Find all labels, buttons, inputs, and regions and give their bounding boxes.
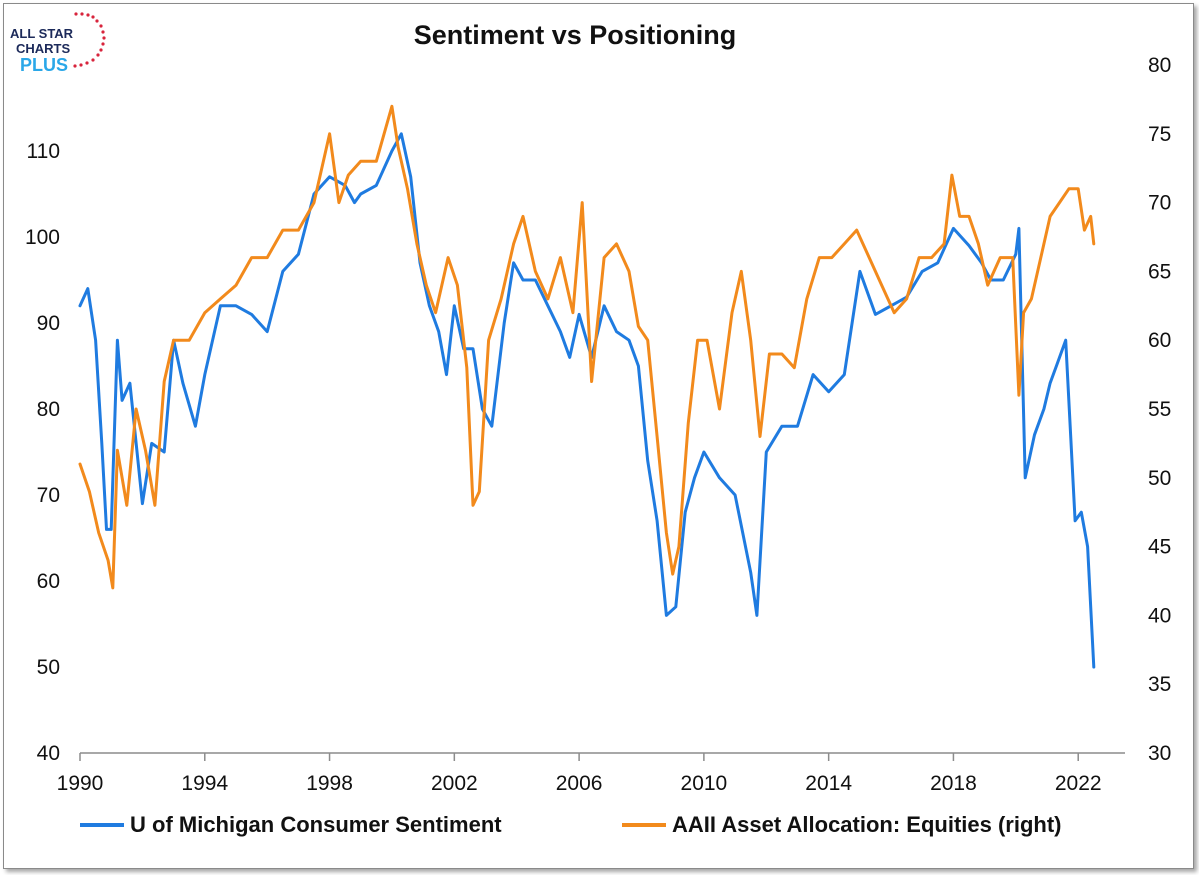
y-right-tick-label: 55	[1148, 398, 1171, 421]
logo-line3: PLUS	[20, 55, 68, 75]
chart-title: Sentiment vs Positioning	[413, 20, 737, 50]
x-tick-label: 1998	[306, 772, 353, 795]
y-right-tick-label: 40	[1148, 604, 1171, 627]
x-tick-label: 2006	[556, 772, 603, 795]
y-right-tick-label: 60	[1148, 329, 1171, 352]
y-right-tick-label: 65	[1148, 260, 1171, 283]
y-left-tick-label: 60	[37, 570, 60, 593]
y-right-tick-label: 30	[1148, 742, 1171, 765]
logo-star-ring	[73, 12, 106, 68]
y-left-tick-label: 110	[27, 140, 60, 163]
y-left-tick-label: 90	[37, 312, 60, 335]
logo-line2: CHARTS	[16, 41, 70, 56]
y-left-tick-label: 100	[25, 226, 60, 249]
logo: ALL STAR CHARTS PLUS	[10, 12, 106, 75]
y-left-tick-label: 50	[37, 656, 60, 679]
y-right-tick-label: 80	[1148, 54, 1171, 77]
y-right-tick-label: 70	[1148, 192, 1171, 215]
x-tick-label: 2002	[431, 772, 478, 795]
legend-swatch-sentiment	[80, 823, 124, 827]
legend-item-sentiment: U of Michigan Consumer Sentiment	[80, 812, 502, 838]
y-left-tick-label: 80	[37, 398, 60, 421]
y-right-tick-label: 75	[1148, 123, 1171, 146]
legend-item-equities: AAII Asset Allocation: Equities (right)	[622, 812, 1062, 838]
chart-frame	[3, 3, 1194, 869]
x-tick-label: 2022	[1055, 772, 1102, 795]
y-right-tick-label: 35	[1148, 673, 1171, 696]
legend-swatch-equities	[622, 823, 666, 827]
x-tick-label: 2010	[681, 772, 728, 795]
legend: U of Michigan Consumer Sentiment AAII As…	[80, 812, 1180, 846]
x-tick-label: 2014	[805, 772, 852, 795]
x-tick-label: 2018	[930, 772, 977, 795]
legend-label-sentiment: U of Michigan Consumer Sentiment	[130, 812, 502, 837]
y-right-tick-label: 50	[1148, 467, 1171, 490]
legend-label-equities: AAII Asset Allocation: Equities (right)	[672, 812, 1062, 837]
y-left-tick-label: 40	[37, 742, 60, 765]
x-tick-label: 1994	[181, 772, 228, 795]
x-tick-label: 1990	[57, 772, 104, 795]
series-line-sentiment	[78, 132, 1096, 669]
logo-line1: ALL STAR	[10, 26, 74, 41]
y-left-tick-label: 70	[37, 484, 60, 507]
y-right-tick-label: 45	[1148, 536, 1171, 559]
series-line-equities	[78, 104, 1096, 590]
